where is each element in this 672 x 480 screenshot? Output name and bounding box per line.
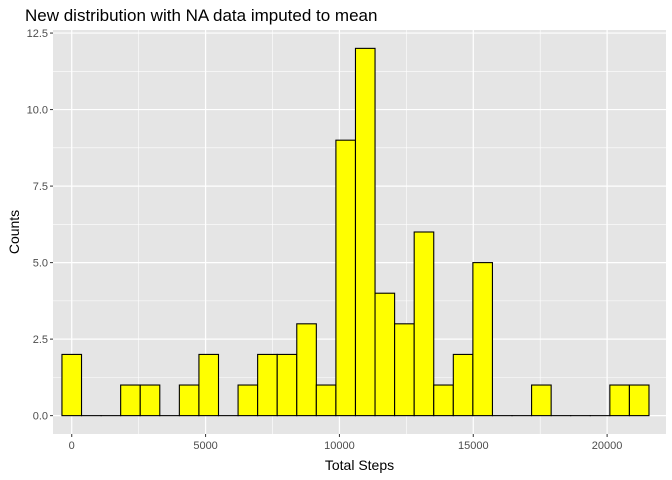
histogram-bar [472,262,493,417]
x-axis: 0 5000 10000 15000 20000 [69,434,623,452]
bars [61,47,650,417]
histogram-bar [433,384,454,417]
y-tick-label: 2.5 [33,334,48,346]
x-tick-label: 10000 [324,440,355,452]
y-tick-label: 0.0 [33,411,48,423]
histogram-bar [452,353,474,417]
histogram-bar [198,353,220,417]
y-tick-label: 5.0 [33,258,48,270]
histogram-bar [394,323,415,417]
histogram-bar [315,384,337,417]
chart-title: New distribution with NA data imputed to… [25,6,377,25]
histogram-bar [628,384,650,417]
histogram-bar [276,353,298,417]
y-axis: 0.0 2.5 5.0 7.5 10.0 12.5 [27,28,53,423]
y-tick-label: 10.0 [27,105,48,117]
histogram-bar [257,353,278,417]
histogram-bar [531,384,552,417]
histogram-bar [120,384,141,417]
x-axis-title: Total Steps [325,457,394,473]
x-tick-label: 0 [69,440,75,452]
histogram-bar [237,384,259,417]
histogram-bar [139,384,161,417]
y-tick-label: 7.5 [33,181,48,193]
x-tick-label: 20000 [592,440,623,452]
histogram-bar [335,139,357,417]
y-axis-title: Counts [6,210,22,254]
histogram-bar [413,231,435,417]
histogram-bar [178,384,200,417]
x-tick-label: 5000 [193,440,217,452]
histogram-bar [609,384,630,417]
histogram-bar [296,323,317,417]
histogram-bar [354,47,376,417]
x-tick-label: 15000 [458,440,489,452]
histogram-bar [61,353,83,417]
y-tick-label: 12.5 [27,28,48,40]
histogram-bar [374,292,396,417]
